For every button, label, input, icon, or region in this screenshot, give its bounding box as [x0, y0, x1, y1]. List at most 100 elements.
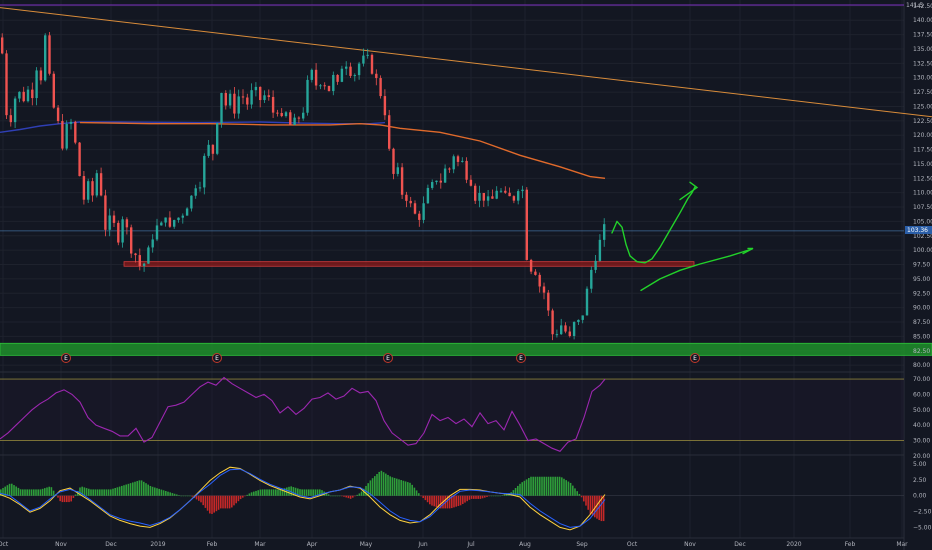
candle-up[interactable]	[69, 118, 73, 130]
candle-down[interactable]	[259, 86, 262, 108]
earnings-marker[interactable]: E	[383, 353, 393, 363]
candle-down[interactable]	[61, 114, 64, 151]
candle-up[interactable]	[431, 179, 434, 190]
candle-up[interactable]	[426, 184, 430, 204]
candle-up[interactable]	[362, 48, 365, 67]
candle-up[interactable]	[306, 75, 309, 116]
candle-up[interactable]	[177, 217, 180, 223]
candle-down[interactable]	[48, 31, 51, 76]
candle-up[interactable]	[284, 111, 288, 118]
candle-down[interactable]	[465, 157, 468, 184]
support-zone[interactable]	[0, 342, 932, 356]
candle-down[interactable]	[456, 154, 460, 167]
candle-down[interactable]	[439, 173, 442, 189]
candle-down[interactable]	[9, 108, 12, 127]
candle-up[interactable]	[366, 48, 369, 59]
candle-down[interactable]	[138, 248, 141, 271]
candle-up[interactable]	[203, 153, 206, 195]
candle-down[interactable]	[469, 175, 473, 187]
candle-up[interactable]	[18, 91, 21, 103]
candle-down[interactable]	[379, 75, 382, 99]
candle-up[interactable]	[461, 157, 464, 163]
candle-up[interactable]	[121, 216, 124, 248]
candle-up[interactable]	[228, 89, 232, 109]
candle-up[interactable]	[555, 329, 559, 338]
candle-down[interactable]	[211, 144, 215, 161]
hand-drawn-arrows[interactable]	[611, 181, 754, 292]
candle-down[interactable]	[78, 141, 81, 177]
trendline[interactable]	[0, 7, 932, 118]
candle-up[interactable]	[194, 184, 197, 199]
candle-down[interactable]	[482, 192, 485, 207]
candle-down[interactable]	[52, 71, 55, 109]
candle-down[interactable]	[99, 167, 103, 197]
candle-up[interactable]	[108, 208, 111, 237]
candle-up[interactable]	[572, 321, 576, 340]
candle-down[interactable]	[568, 326, 571, 338]
earnings-marker[interactable]: E	[516, 353, 526, 363]
candle-down[interactable]	[418, 210, 421, 227]
candle-down[interactable]	[91, 177, 94, 202]
candle-down[interactable]	[336, 74, 339, 85]
candle-up[interactable]	[35, 67, 38, 106]
candle-up[interactable]	[353, 73, 356, 82]
candle-down[interactable]	[392, 147, 395, 180]
candle-down[interactable]	[31, 82, 34, 106]
candle-down[interactable]	[370, 53, 374, 75]
candle-down[interactable]	[564, 322, 567, 334]
candle-down[interactable]	[542, 282, 546, 300]
candle-down[interactable]	[74, 120, 77, 145]
candle-down[interactable]	[491, 189, 494, 199]
candle-up[interactable]	[577, 319, 580, 325]
candle-up[interactable]	[160, 221, 163, 226]
candle-up[interactable]	[151, 234, 154, 253]
candle-up[interactable]	[207, 140, 210, 158]
candle-down[interactable]	[276, 109, 279, 117]
candle-down[interactable]	[104, 189, 107, 237]
candle-up[interactable]	[190, 195, 193, 212]
candle-up[interactable]	[65, 120, 68, 151]
candle-up[interactable]	[443, 164, 447, 183]
candle-down[interactable]	[448, 167, 451, 173]
candle-down[interactable]	[474, 183, 477, 204]
candle-down[interactable]	[409, 196, 412, 208]
candle-down[interactable]	[168, 211, 172, 228]
candle-up[interactable]	[220, 92, 223, 128]
candle-up[interactable]	[560, 318, 563, 335]
candle-down[interactable]	[241, 89, 245, 105]
candle-up[interactable]	[435, 180, 438, 185]
candle-down[interactable]	[375, 69, 378, 86]
candle-up[interactable]	[521, 185, 524, 199]
candle-up[interactable]	[164, 217, 167, 227]
candle-down[interactable]	[297, 116, 301, 124]
candle-down[interactable]	[130, 224, 133, 258]
candle-down[interactable]	[538, 272, 541, 293]
candle-down[interactable]	[280, 108, 283, 118]
candle-up[interactable]	[598, 234, 602, 262]
candle-up[interactable]	[13, 96, 17, 128]
candle-down[interactable]	[1, 33, 4, 55]
candle-down[interactable]	[529, 258, 533, 275]
candle-down[interactable]	[504, 186, 507, 194]
candle-up[interactable]	[147, 245, 150, 264]
earnings-marker[interactable]: E	[61, 353, 71, 363]
candle-up[interactable]	[44, 33, 47, 82]
candle-up[interactable]	[594, 255, 597, 274]
candle-up[interactable]	[237, 89, 240, 119]
candle-up[interactable]	[185, 207, 189, 216]
candle-up[interactable]	[216, 122, 219, 156]
candle-up[interactable]	[95, 169, 98, 198]
candle-down[interactable]	[327, 85, 331, 92]
candle-down[interactable]	[512, 195, 516, 204]
candle-up[interactable]	[499, 187, 503, 194]
candle-down[interactable]	[547, 289, 550, 317]
candle-down[interactable]	[508, 187, 511, 197]
candle-down[interactable]	[551, 308, 554, 341]
candle-up[interactable]	[581, 315, 584, 324]
candle-up[interactable]	[345, 61, 348, 76]
candle-down[interactable]	[233, 86, 236, 119]
candle-up[interactable]	[263, 90, 266, 103]
candle-up[interactable]	[590, 266, 593, 293]
